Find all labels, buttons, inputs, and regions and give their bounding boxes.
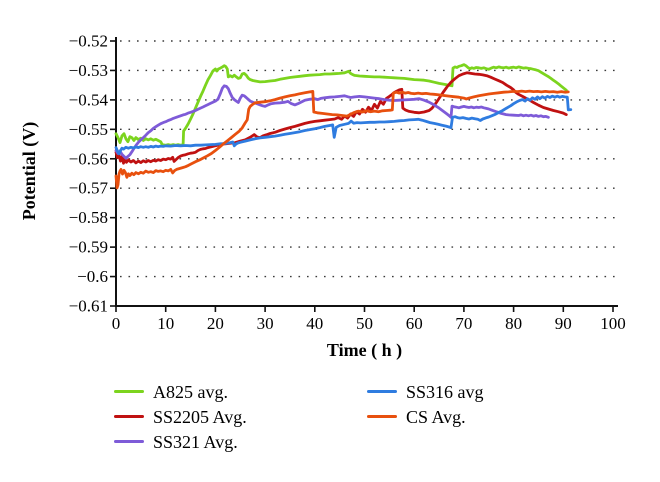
x-tick-label: 70 xyxy=(455,314,472,333)
legend-item: SS321 Avg. xyxy=(114,429,247,454)
legend-label: SS2205 Avg. xyxy=(153,406,247,427)
y-tick-label: −0.55 xyxy=(69,120,108,139)
y-tick-label: −0.52 xyxy=(69,32,108,51)
y-tick-label: −0.61 xyxy=(69,297,108,316)
series-ss2205-avg xyxy=(114,71,568,165)
x-tick-label: 90 xyxy=(555,314,572,333)
x-axis-title: Time ( h ) xyxy=(326,340,403,360)
x-tick-label: 60 xyxy=(406,314,423,333)
legend-label: SS321 Avg. xyxy=(153,431,238,452)
series-ss321-avg xyxy=(114,84,550,160)
y-tick-label: −0.58 xyxy=(69,208,108,227)
x-tick-label: 80 xyxy=(505,314,522,333)
x-tick-label: 40 xyxy=(306,314,323,333)
legend-column-left: A825 avg. SS2205 Avg. SS321 Avg. xyxy=(114,379,247,454)
legend-swatch xyxy=(114,439,144,444)
y-axis-title: Potential (V) xyxy=(19,121,39,221)
series-cs-avg xyxy=(114,89,570,190)
legend-swatch xyxy=(114,389,144,394)
legend-item: SS2205 Avg. xyxy=(114,404,247,429)
legend-label: A825 avg. xyxy=(153,381,228,402)
legend-label: SS316 avg xyxy=(406,381,484,402)
legend-swatch xyxy=(367,389,397,394)
y-tick-label: −0.54 xyxy=(69,90,109,109)
y-tick-label: −0.53 xyxy=(69,61,108,80)
series-ss316-avg xyxy=(114,94,573,156)
x-tick-label: 0 xyxy=(112,314,121,333)
legend-item: CS Avg. xyxy=(367,404,484,429)
y-tick-label: −0.59 xyxy=(69,238,108,257)
legend-item: SS316 avg xyxy=(367,379,484,404)
legend-column-right: SS316 avg CS Avg. xyxy=(367,379,484,429)
legend-swatch xyxy=(114,414,144,419)
legend-label: CS Avg. xyxy=(406,406,466,427)
x-tick-label: 20 xyxy=(207,314,224,333)
x-tick-label: 100 xyxy=(600,314,626,333)
legend-item: A825 avg. xyxy=(114,379,247,404)
x-tick-label: 10 xyxy=(157,314,174,333)
y-tick-label: −0.57 xyxy=(69,179,109,198)
series-a825-avg xyxy=(114,63,568,147)
x-tick-label: 30 xyxy=(257,314,274,333)
legend-swatch xyxy=(367,414,397,419)
y-tick-label: −0.56 xyxy=(69,149,108,168)
y-tick-label: −0.6 xyxy=(77,267,108,286)
x-tick-label: 50 xyxy=(356,314,373,333)
